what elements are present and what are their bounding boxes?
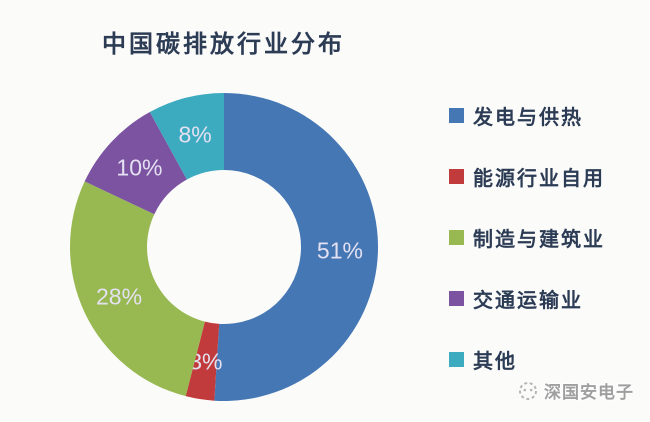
legend: 发电与供热 能源行业自用 制造与建筑业 交通运输业 其他 [449,103,605,373]
legend-swatch-teal [449,351,464,367]
legend-item-manufacturing-construction: 制造与建筑业 [449,225,605,251]
legend-item-power-heat: 发电与供热 [449,103,605,129]
watermark: 深国安电子 [518,378,634,403]
legend-label: 制造与建筑业 [473,226,605,251]
donut-slice-3 [69,181,205,397]
legend-label: 能源行业自用 [473,165,605,190]
legend-label: 其他 [473,348,517,373]
watermark-logo-icon [519,381,537,400]
legend-swatch-purple [449,290,464,306]
chart-title: 中国碳排放行业分布 [102,29,345,58]
slice-label-3: 28% [96,283,142,309]
donut-slice-1 [214,93,379,402]
legend-label: 发电与供热 [473,104,583,129]
legend-item-energy-own-use: 能源行业自用 [449,164,605,190]
legend-swatch-blue [449,107,464,123]
legend-label: 交通运输业 [473,287,583,312]
donut-slice-2 [185,321,220,401]
legend-swatch-red [449,168,464,184]
slice-label-4: 10% [116,155,162,181]
slice-label-1: 51% [317,238,363,264]
donut-slice-5 [149,93,224,180]
legend-item-other: 其他 [449,347,605,373]
legend-swatch-green [449,229,464,245]
donut-slice-4 [84,112,187,215]
legend-item-transportation: 交通运输业 [449,286,605,312]
watermark-text: 深国安电子 [544,383,634,403]
slice-label-5: 8% [179,122,212,148]
